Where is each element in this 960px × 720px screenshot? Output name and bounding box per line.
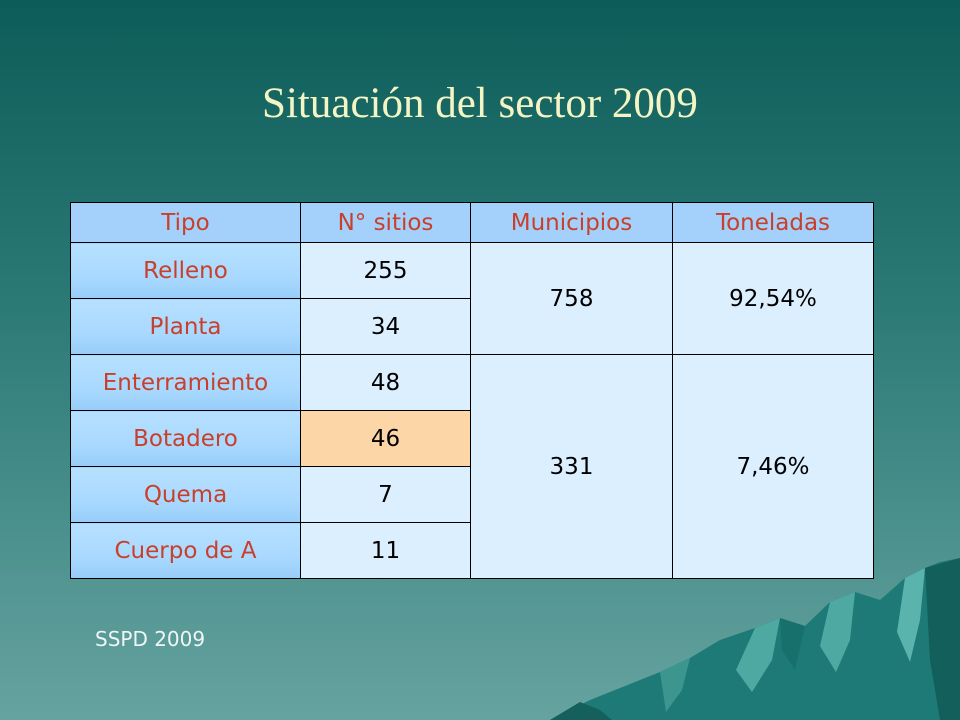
table-row: Quema 7 xyxy=(70,466,874,523)
table-row: Botadero 46 xyxy=(70,410,874,467)
column-header-sitios: N° sitios xyxy=(300,202,471,243)
source-footnote: SSPD 2009 xyxy=(95,627,206,651)
cell-sitios: 255 xyxy=(300,242,471,299)
cell-tipo: Cuerpo de A xyxy=(70,522,301,579)
cell-municipios-group-2: 331 xyxy=(470,354,673,579)
table-row: Relleno 255 758 92,54% xyxy=(70,242,874,355)
mountains-decoration xyxy=(550,558,960,720)
cell-tipo: Relleno xyxy=(70,242,301,299)
cell-tipo: Quema xyxy=(70,466,301,523)
table-header-row: Tipo N° sitios Municipios Toneladas xyxy=(70,202,874,243)
cell-sitios-highlighted: 46 xyxy=(300,410,471,467)
cell-sitios: 7 xyxy=(300,466,471,523)
data-table: Tipo N° sitios Municipios Toneladas Rell… xyxy=(70,202,874,579)
cell-sitios: 11 xyxy=(300,522,471,579)
cell-tipo: Botadero xyxy=(70,410,301,467)
cell-tipo: Planta xyxy=(70,298,301,355)
table-row: Enterramiento 48 331 7,46% xyxy=(70,354,874,579)
table-row: Cuerpo de A 11 xyxy=(70,522,874,579)
table-row: Planta 34 xyxy=(70,298,874,355)
slide-title: Situación del sector 2009 xyxy=(262,80,698,127)
column-header-toneladas: Toneladas xyxy=(672,202,874,243)
cell-municipios-group-1: 758 xyxy=(470,242,673,355)
cell-sitios: 34 xyxy=(300,298,471,355)
cell-toneladas-group-1: 92,54% xyxy=(672,242,874,355)
cell-toneladas-group-2: 7,46% xyxy=(672,354,874,579)
cell-sitios: 48 xyxy=(300,354,471,411)
column-header-tipo: Tipo xyxy=(70,202,301,243)
cell-tipo: Enterramiento xyxy=(70,354,301,411)
column-header-municipios: Municipios xyxy=(470,202,673,243)
